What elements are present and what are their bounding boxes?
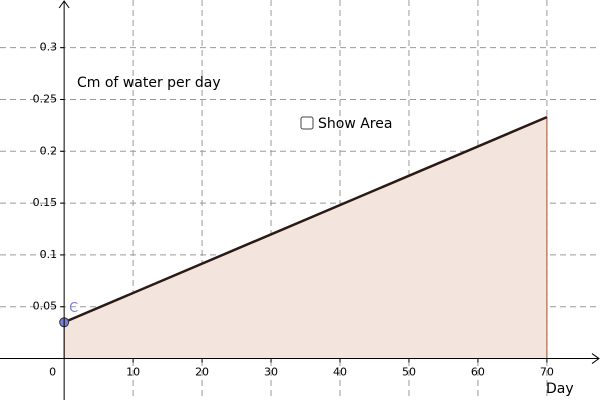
y-tick-label: 0.05 — [33, 300, 58, 313]
x-tick-label: 60 — [471, 366, 485, 379]
x-tick-label: 20 — [195, 366, 209, 379]
y-tick-label: 0.25 — [33, 92, 58, 105]
text-label: Cm of water per day — [77, 75, 221, 91]
x-axis-arrow — [591, 353, 600, 364]
point-label: C — [69, 301, 78, 316]
checkbox-label[interactable]: Show Area — [318, 116, 392, 132]
y-tick-label: 0.3 — [40, 41, 58, 54]
checkbox-box[interactable] — [300, 116, 314, 130]
y-tick-label: 0.1 — [40, 248, 58, 261]
y-tick-label: 0.15 — [33, 196, 58, 209]
checkbox[interactable]: Show Area — [300, 116, 392, 132]
x-axis-label: Day — [546, 381, 574, 397]
y-tick-label: 0.2 — [40, 144, 58, 157]
plot: C — [59, 115, 548, 360]
x-tick-label: 30 — [264, 366, 278, 379]
x-tick-label: 40 — [333, 366, 347, 379]
x-tick-label: 70 — [540, 366, 554, 379]
x-tick-label: 50 — [402, 366, 416, 379]
x-tick-label: 0 — [49, 366, 56, 379]
y-axis-arrow — [58, 0, 70, 9]
line — [63, 115, 548, 324]
x-tick-label: 10 — [126, 366, 140, 379]
